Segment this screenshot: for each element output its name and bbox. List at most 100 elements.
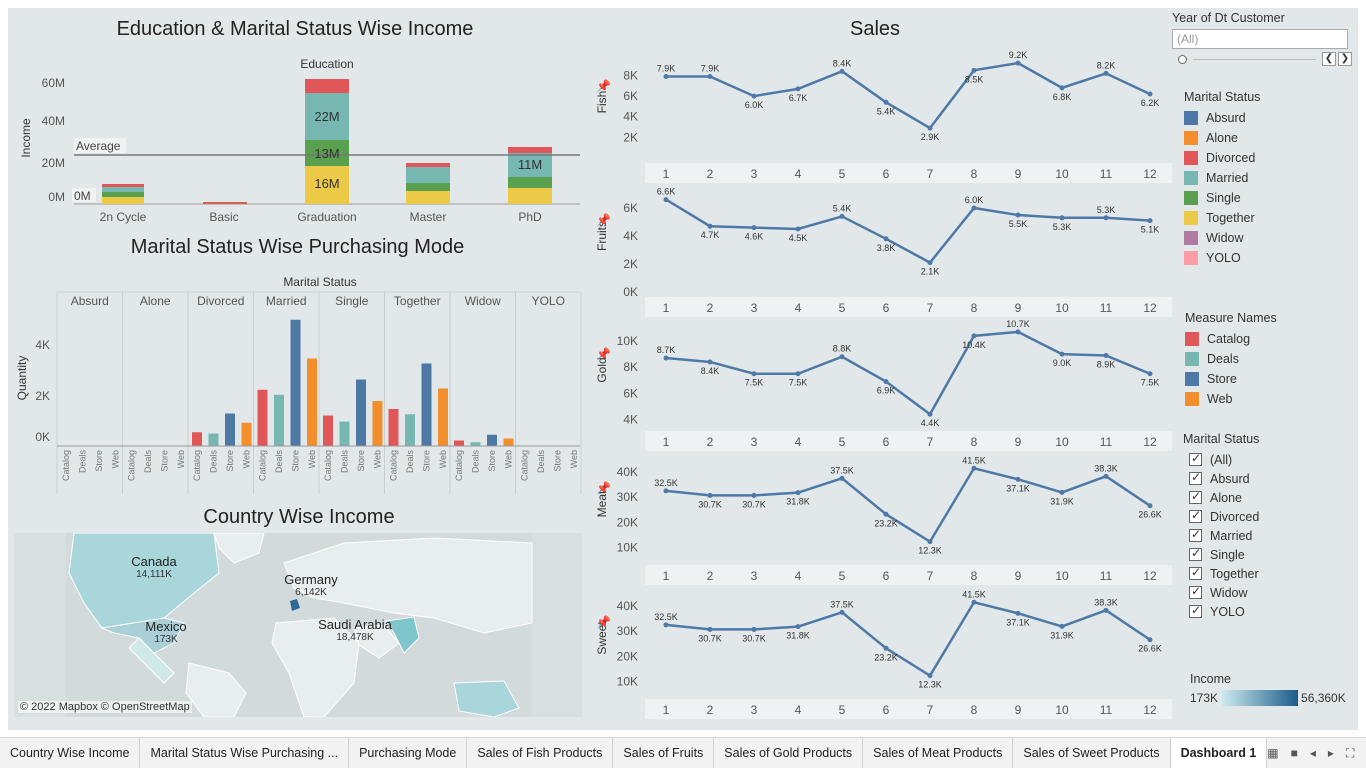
pin-icon[interactable]: 📌 (596, 212, 611, 227)
fit-icon[interactable]: ⛶ (1345, 745, 1355, 760)
sales-point[interactable] (751, 225, 757, 231)
pin-icon[interactable]: 📌 (596, 346, 611, 361)
sales-point[interactable] (663, 355, 669, 361)
purchase-bar[interactable] (438, 388, 448, 447)
sales-point[interactable] (663, 197, 669, 203)
sales-point[interactable] (1103, 473, 1109, 479)
filter-checkbox[interactable] (1189, 508, 1202, 523)
measure-legend-item[interactable]: Deals (1185, 349, 1345, 369)
filter-checkbox[interactable] (1189, 527, 1202, 542)
purchase-bar[interactable] (339, 421, 350, 447)
year-prev-button[interactable]: ❮ (1322, 52, 1336, 66)
sheet-tab[interactable]: Sales of Fish Products (467, 737, 614, 768)
sales-point[interactable] (839, 609, 845, 615)
country-map[interactable]: Canada 14,111K Germany 6,142K Mexico 173… (14, 533, 582, 717)
purchase-bar[interactable] (225, 413, 235, 447)
country-germany[interactable]: Germany 6,142K (279, 572, 343, 598)
sales-point[interactable] (971, 333, 977, 339)
sales-point[interactable] (751, 371, 757, 377)
sales-line[interactable] (666, 61, 1151, 130)
sales-point[interactable] (1059, 85, 1065, 91)
sales-point[interactable] (883, 236, 889, 242)
sales-point[interactable] (1015, 476, 1021, 482)
marital-legend-item[interactable]: Alone (1184, 128, 1344, 148)
sheet-tab[interactable]: Sales of Sweet Products (1013, 737, 1171, 768)
sales-point[interactable] (839, 354, 845, 360)
sales-point[interactable] (795, 371, 801, 377)
marital-legend-item[interactable]: Single (1184, 188, 1344, 208)
sales-point[interactable] (707, 626, 713, 632)
marital-filter-option[interactable]: Absurd (1189, 469, 1343, 488)
sales-point[interactable] (1059, 489, 1065, 495)
marital-filter-option[interactable]: Divorced (1189, 507, 1343, 526)
sales-point[interactable] (1103, 215, 1109, 221)
purchase-bar[interactable] (405, 414, 415, 446)
purchase-bar[interactable] (470, 442, 481, 446)
marital-filter-option[interactable]: YOLO (1189, 602, 1343, 621)
sales-point[interactable] (1147, 218, 1153, 224)
country-saudi-arabia[interactable]: Saudi Arabia 18,478K (310, 617, 400, 643)
pin-icon[interactable]: 📌 (596, 78, 611, 93)
sales-point[interactable] (707, 492, 713, 498)
purchase-bar[interactable] (372, 401, 383, 446)
sheet-tab[interactable]: Country Wise Income (0, 737, 141, 768)
measure-legend-item[interactable]: Catalog (1185, 329, 1345, 349)
filter-checkbox[interactable] (1189, 546, 1202, 561)
sales-point[interactable] (1059, 623, 1065, 629)
sales-point[interactable] (971, 599, 977, 605)
marital-legend-item[interactable]: Together (1184, 208, 1344, 228)
filter-checkbox[interactable] (1189, 489, 1202, 504)
sales-point[interactable] (883, 511, 889, 517)
sales-point[interactable] (927, 539, 933, 545)
pin-icon[interactable]: 📌 (596, 614, 611, 629)
sales-point[interactable] (927, 411, 933, 417)
sales-point[interactable] (1103, 70, 1109, 76)
sales-point[interactable] (927, 125, 933, 131)
marital-filter-option[interactable]: Together (1189, 564, 1343, 583)
year-slider-handle[interactable] (1178, 54, 1187, 64)
purchase-bar[interactable] (290, 319, 301, 446)
purchase-bar[interactable] (192, 432, 202, 446)
sales-point[interactable] (1103, 352, 1109, 358)
year-filter-input[interactable]: (All) (1172, 29, 1348, 49)
country-canada[interactable]: Canada 14,111K (124, 554, 184, 580)
sales-point[interactable] (1147, 637, 1153, 643)
sales-point[interactable] (971, 67, 977, 73)
sales-point[interactable] (751, 626, 757, 632)
purchase-bar[interactable] (503, 438, 514, 447)
sheet-tab[interactable]: Dashboard 1 (1170, 737, 1268, 768)
sales-point[interactable] (795, 226, 801, 232)
sales-point[interactable] (1015, 60, 1021, 66)
sales-point[interactable] (1015, 610, 1021, 616)
sheet-tab[interactable]: Purchasing Mode (349, 737, 468, 768)
measure-legend-item[interactable]: Web (1185, 389, 1345, 409)
sales-point[interactable] (883, 645, 889, 651)
marital-filter-option[interactable]: (All) (1189, 450, 1343, 469)
sales-panel-fruits[interactable]: Fruits📌 6K 4K 2K 0K 6.6K 1 4.7K 2 4.6K 3 4.5K 4 5.4K 5… (595, 187, 1172, 317)
measure-legend-item[interactable]: Store (1185, 369, 1345, 389)
bar-master[interactable] (406, 163, 450, 204)
purchase-bar[interactable] (356, 379, 366, 447)
year-slider-track[interactable] (1193, 58, 1316, 60)
sales-point[interactable] (751, 93, 757, 99)
sales-point[interactable] (1147, 91, 1153, 97)
purchase-bar[interactable] (274, 394, 284, 446)
purchase-bar[interactable] (257, 389, 268, 446)
sales-point[interactable] (1015, 329, 1021, 335)
education-income-chart[interactable]: Education Income 60M 40M 20M 0M Average (14, 50, 584, 230)
sales-panel-fish[interactable]: Fish📌 8K 6K 4K 2K 7.9K 1 7.9K 2 6.0K 3 6.7K 4 8.4K 5 5.… (595, 50, 1172, 183)
sales-line[interactable] (665, 466, 1151, 544)
prev-icon[interactable]: ◂ (1309, 745, 1316, 760)
sales-point[interactable] (795, 624, 801, 630)
sales-panel-gold[interactable]: Gold📌 10K 8K 6K 4K 8.7K 1 8.4K 2 7.5K 3 7.5K 4 8.8K 5 6… (595, 319, 1172, 451)
sales-point[interactable] (1059, 351, 1065, 357)
bar-2n-cycle[interactable] (102, 184, 144, 204)
sales-panel-meat[interactable]: Meat📌 40K 30K 20K 10K 32.5K 1 30.7K 2 30.7K 3 31.8K… (595, 455, 1172, 585)
sales-point[interactable] (1059, 215, 1065, 221)
marital-legend-item[interactable]: Divorced (1184, 148, 1344, 168)
sales-point[interactable] (927, 673, 933, 679)
bar-phd[interactable] (508, 147, 552, 204)
sales-point[interactable] (1147, 503, 1153, 509)
sales-point[interactable] (707, 359, 713, 365)
marital-legend-item[interactable]: Married (1184, 168, 1344, 188)
